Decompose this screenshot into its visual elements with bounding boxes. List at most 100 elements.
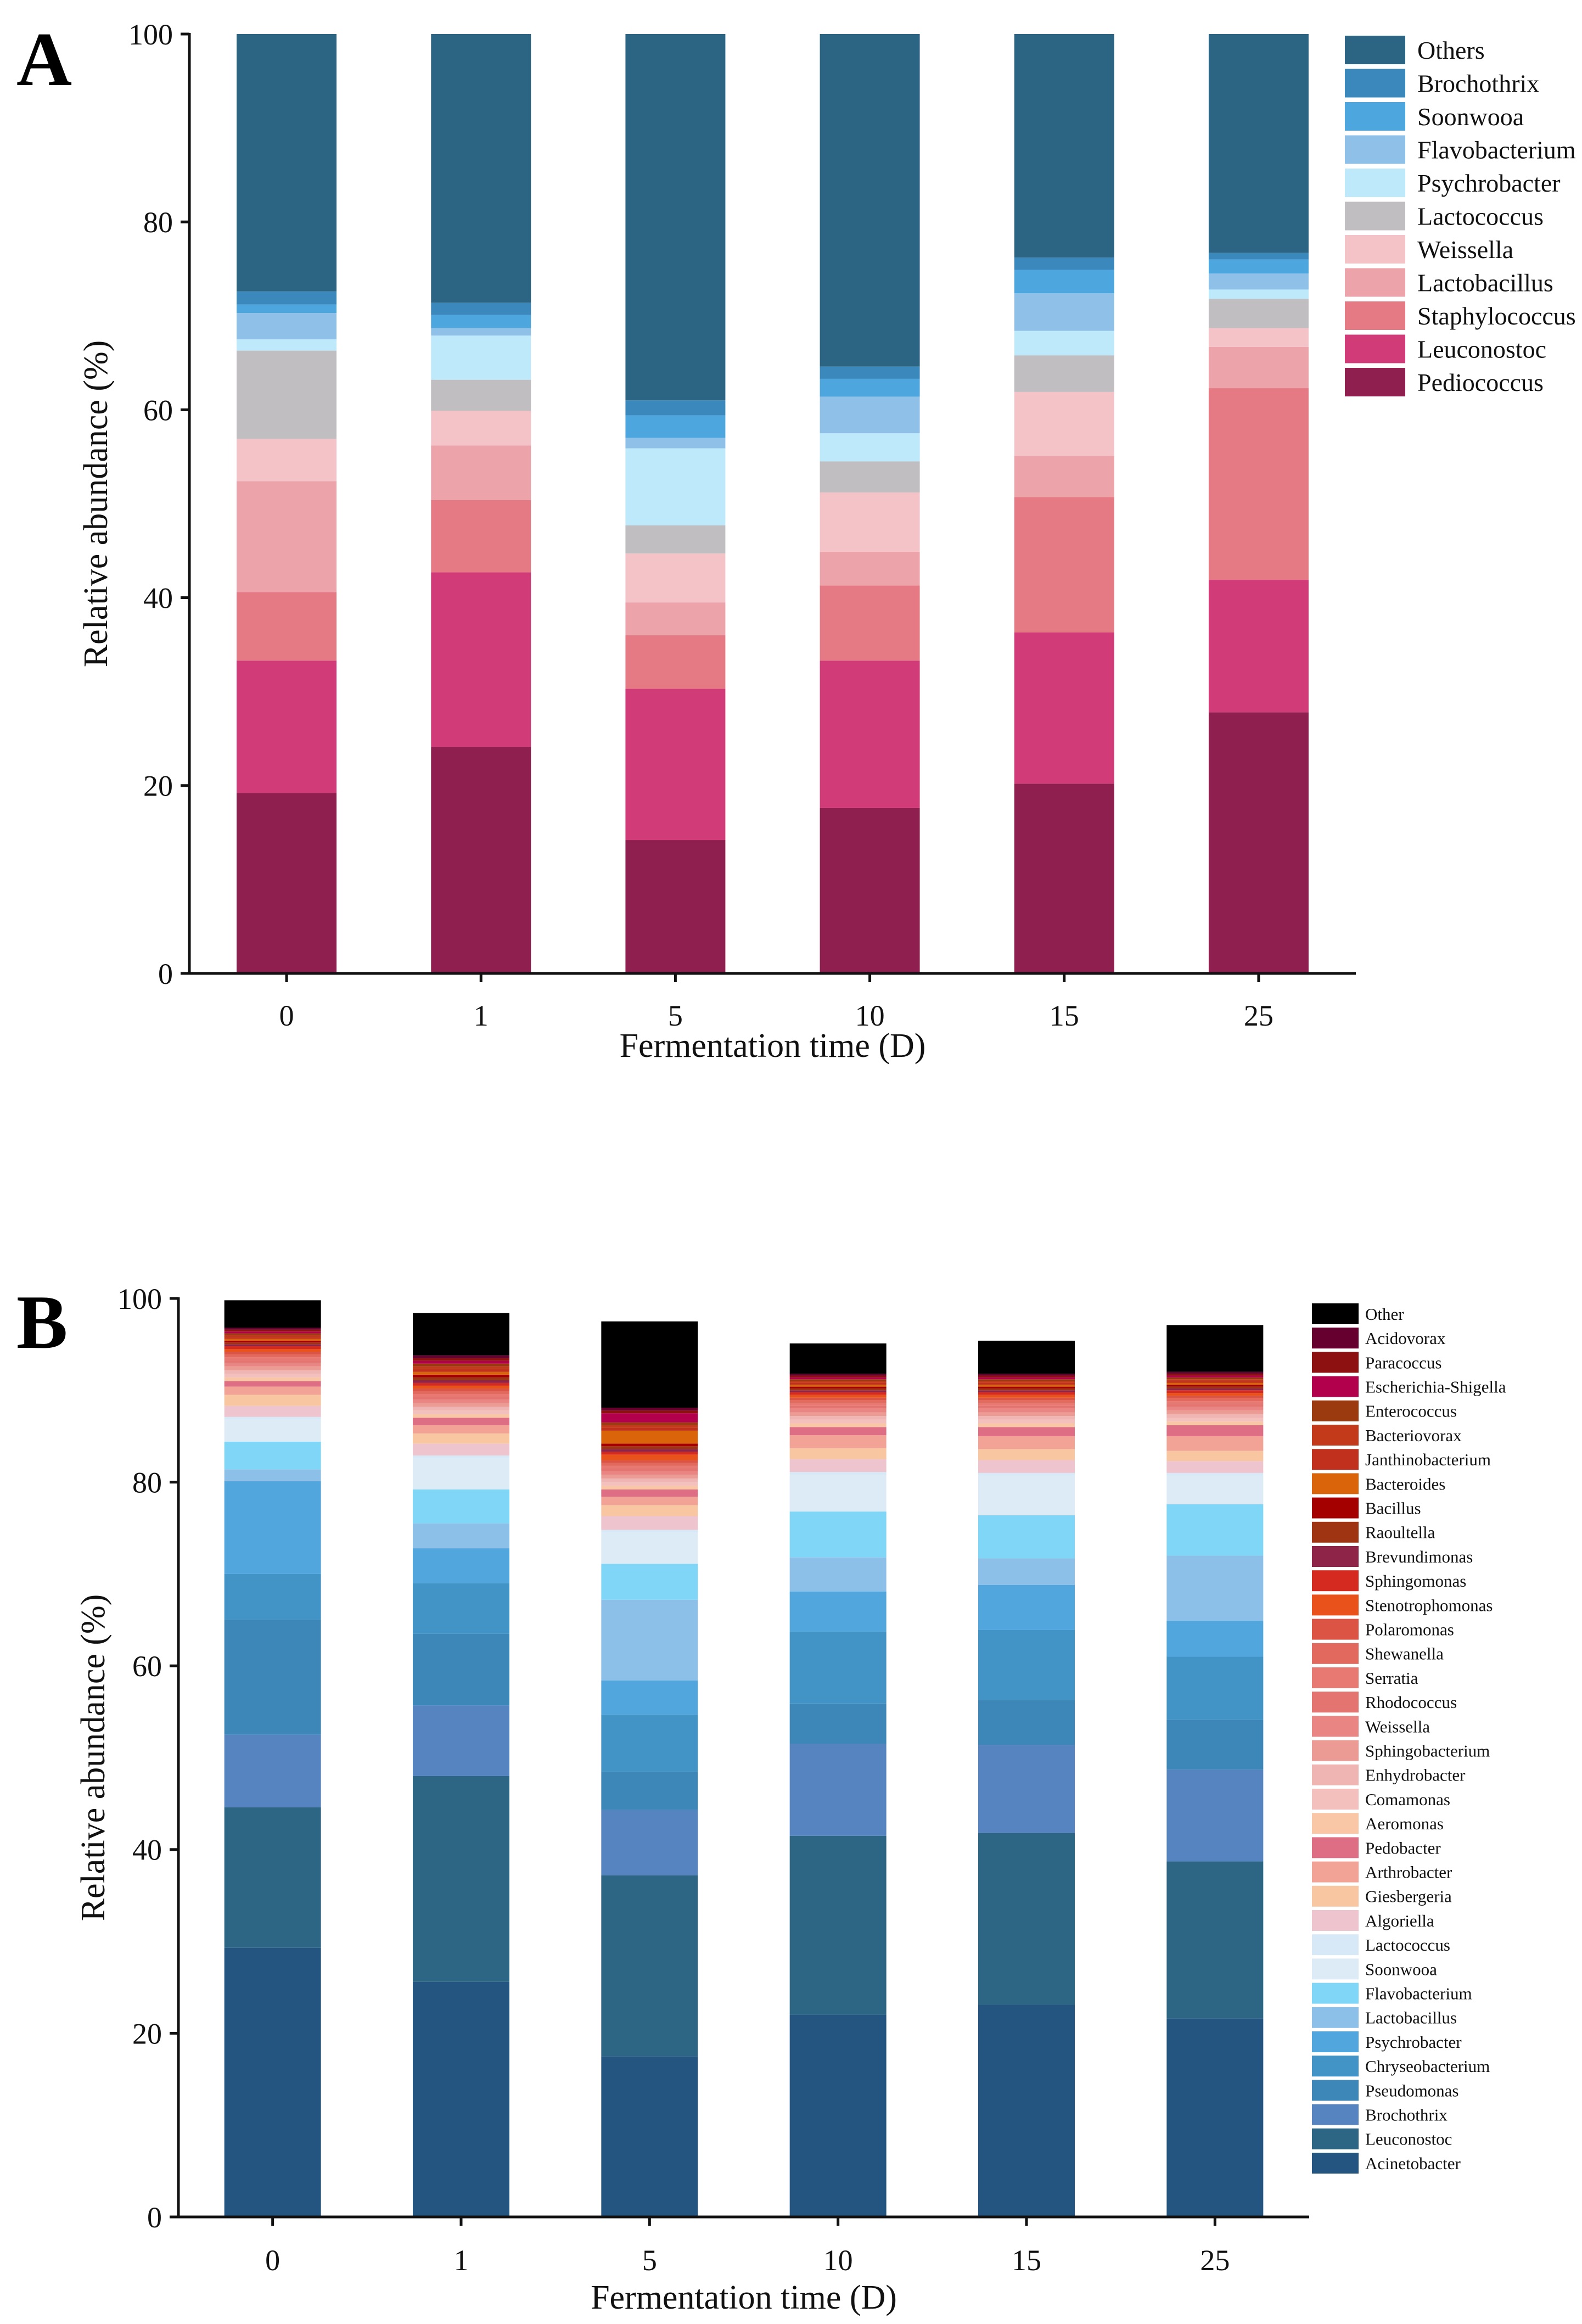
- bar-b-polaromonas-day-5: [601, 1460, 698, 1463]
- bar-a-pediococcus-day-10: [820, 808, 920, 973]
- bar-b-chryseobacterium-day-10: [789, 1632, 887, 1704]
- bar-b-soonwooa-day-5: [601, 1532, 698, 1564]
- bar-b-pseudomonas-day-25: [1166, 1720, 1264, 1770]
- bar-b-shewanella-day-10: [789, 1400, 887, 1403]
- legend-swatch-b-giesbergeria: [1312, 1885, 1359, 1907]
- legend-swatch-a-others: [1345, 36, 1405, 64]
- bar-a-staphylococcus-day-1: [431, 500, 531, 573]
- legend-label-b-giesbergeria: Giesbergeria: [1365, 1887, 1452, 1906]
- legend-label-a-psychrobacter: Psychrobacter: [1417, 169, 1561, 197]
- legend-swatch-a-weissella: [1345, 235, 1405, 264]
- bar-b-flavobacterium-day-0: [224, 1441, 321, 1470]
- bar-b-algoriella-day-10: [789, 1459, 887, 1472]
- bar-b-enterococcus-day-1: [413, 1363, 509, 1367]
- bar-b-polaromonas-day-10: [789, 1397, 887, 1401]
- bar-b-flavobacterium-day-25: [1166, 1504, 1264, 1556]
- bar-b-sphingobacterium-day-10: [789, 1412, 887, 1416]
- bar-b-acinetobacter-day-0: [224, 1947, 321, 2217]
- bar-b-giesbergeria-day-1: [413, 1433, 509, 1444]
- bar-b-aeromonas-day-1: [413, 1414, 509, 1418]
- bar-b-arthrobacter-day-25: [1166, 1436, 1264, 1451]
- legend-swatch-a-brochothrix: [1345, 69, 1405, 98]
- bar-a-psychrobacter-day-15: [1014, 331, 1114, 356]
- bar-b-lactobacillus-day-5: [601, 1599, 698, 1681]
- legend-label-b-soonwooa: Soonwooa: [1365, 1959, 1437, 1979]
- bar-b-janthinobacterium-day-0: [224, 1337, 321, 1339]
- x-tick-label-a-15: 15: [1050, 999, 1079, 1032]
- bar-b-psychrobacter-day-25: [1166, 1621, 1264, 1657]
- legend-label-b-brevundimonas: Brevundimonas: [1365, 1547, 1473, 1566]
- bar-a-flavobacterium-day-25: [1208, 273, 1309, 290]
- x-tick-label-a-0: 0: [279, 999, 294, 1032]
- bar-a-weissella-day-1: [431, 411, 531, 446]
- legend-label-b-pseudomonas: Pseudomonas: [1365, 2081, 1459, 2100]
- bar-b-acinetobacter-day-10: [789, 2014, 887, 2217]
- bar-b-acidovorax-day-1: [413, 1355, 509, 1358]
- legend-swatch-b-psychrobacter: [1312, 2031, 1359, 2052]
- legend-label-b-escherichia-shigella: Escherichia-Shigella: [1365, 1377, 1506, 1396]
- y-tick-label-b-40: 40: [132, 1834, 162, 1867]
- legend-label-b-leuconostoc: Leuconostoc: [1365, 2130, 1452, 2149]
- bar-b-bacteriovorax-day-0: [224, 1335, 321, 1337]
- legend-label-b-psychrobacter: Psychrobacter: [1365, 2032, 1462, 2052]
- bar-b-paracoccus-day-25: [1166, 1374, 1264, 1376]
- bar-a-leuconostoc-day-15: [1014, 632, 1114, 784]
- x-tick-label-b-0: 0: [265, 2244, 280, 2277]
- y-tick-label-b-100: 100: [117, 1283, 162, 1315]
- legend-label-a-flavobacterium: Flavobacterium: [1417, 136, 1576, 164]
- bar-b-paracoccus-day-15: [978, 1375, 1075, 1377]
- bar-b-weissella-day-1: [413, 1399, 509, 1403]
- bar-a-staphylococcus-day-0: [237, 592, 337, 661]
- bar-a-psychrobacter-day-10: [820, 433, 920, 462]
- legend-swatch-b-bacteroides: [1312, 1473, 1359, 1494]
- bar-b-psychrobacter-day-0: [224, 1481, 321, 1574]
- bar-b-other-day-25: [1166, 1325, 1264, 1372]
- bar-a-others-day-10: [820, 34, 920, 367]
- bar-b-brevundimonas-day-10: [789, 1390, 887, 1392]
- bar-b-algoriella-day-1: [413, 1443, 509, 1456]
- bar-b-shewanella-day-15: [978, 1400, 1075, 1403]
- bar-b-weissella-day-0: [224, 1363, 321, 1367]
- bar-b-soonwooa-day-25: [1166, 1475, 1264, 1504]
- legend-label-b-other: Other: [1365, 1304, 1404, 1324]
- x-tick-label-b-25: 25: [1200, 2244, 1230, 2277]
- bar-b-serratia-day-0: [224, 1357, 321, 1360]
- bar-b-rhodococcus-day-10: [789, 1405, 887, 1409]
- bar-b-psychrobacter-day-15: [978, 1584, 1075, 1630]
- bar-a-soonwooa-day-5: [625, 415, 726, 438]
- bar-b-flavobacterium-day-15: [978, 1515, 1075, 1559]
- bar-b-escherichia-shigella-day-5: [601, 1413, 698, 1423]
- bar-b-pseudomonas-day-15: [978, 1700, 1075, 1745]
- bar-b-sphingobacterium-day-15: [978, 1412, 1075, 1416]
- legend-swatch-b-other: [1312, 1303, 1359, 1324]
- bar-b-rhodococcus-day-5: [601, 1468, 698, 1471]
- legend-swatch-b-escherichia-shigella: [1312, 1376, 1359, 1397]
- legend-label-b-lactococcus: Lactococcus: [1365, 1935, 1450, 1955]
- bar-b-polaromonas-day-25: [1166, 1396, 1264, 1399]
- legend-label-b-acidovorax: Acidovorax: [1365, 1329, 1446, 1348]
- bar-a-brochothrix-day-15: [1014, 257, 1114, 270]
- legend-label-b-serratia: Serratia: [1365, 1668, 1418, 1688]
- bar-b-giesbergeria-day-25: [1166, 1451, 1264, 1461]
- bar-b-serratia-day-15: [978, 1403, 1075, 1406]
- bar-b-sphingobacterium-day-0: [224, 1366, 321, 1370]
- bar-b-leuconostoc-day-15: [978, 1833, 1075, 2005]
- bar-b-algoriella-day-5: [601, 1516, 698, 1530]
- bar-b-comamonas-day-15: [978, 1419, 1075, 1424]
- legend-label-b-bacteroides: Bacteroides: [1365, 1474, 1445, 1493]
- legend-label-b-arthrobacter: Arthrobacter: [1365, 1862, 1452, 1881]
- bar-b-giesbergeria-day-5: [601, 1505, 698, 1516]
- bar-b-other-day-0: [224, 1300, 321, 1328]
- bar-b-leuconostoc-day-10: [789, 1835, 887, 2015]
- bar-a-weissella-day-5: [625, 553, 726, 603]
- bar-b-sphingomonas-day-10: [789, 1392, 887, 1395]
- bar-a-lactobacillus-day-1: [431, 445, 531, 500]
- bar-b-leuconostoc-day-1: [413, 1776, 509, 1982]
- bar-b-comamonas-day-5: [601, 1482, 698, 1486]
- bar-b-sphingomonas-day-15: [978, 1392, 1075, 1395]
- bar-a-psychrobacter-day-1: [431, 335, 531, 380]
- bar-b-stenotrophomonas-day-10: [789, 1395, 887, 1398]
- bar-b-acidovorax-day-25: [1166, 1371, 1264, 1374]
- legend-swatch-b-sphingomonas: [1312, 1570, 1359, 1592]
